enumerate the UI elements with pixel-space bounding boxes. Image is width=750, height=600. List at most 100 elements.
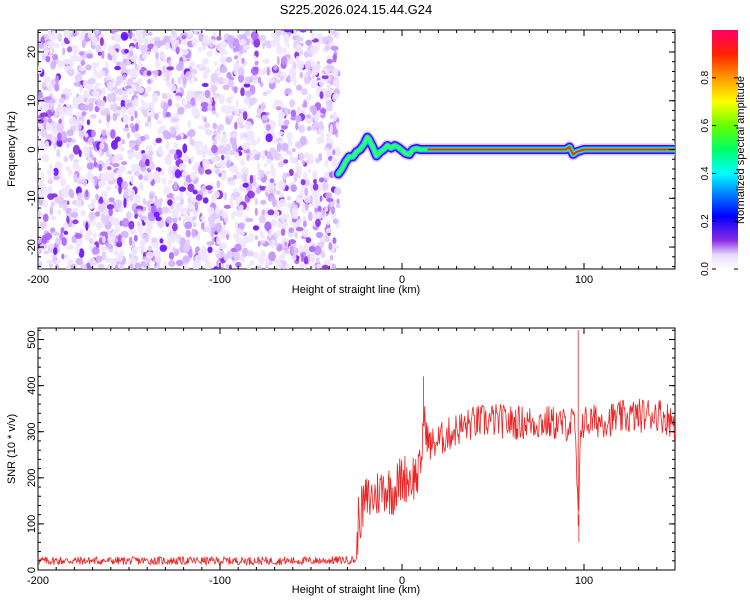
noise-speckle [330, 205, 335, 215]
noise-speckle [258, 76, 262, 84]
noise-speckle [228, 149, 237, 156]
noise-speckle [166, 239, 172, 250]
noise-speckle [42, 213, 49, 222]
noise-speckle [303, 194, 311, 204]
noise-speckle [232, 232, 240, 240]
noise-speckle [227, 79, 234, 88]
noise-speckle [296, 34, 301, 44]
noise-speckle [318, 120, 324, 130]
noise-speckle [210, 221, 215, 228]
noise-speckle [288, 227, 294, 234]
noise-speckle [121, 92, 129, 101]
noise-speckle [128, 220, 135, 230]
noise-speckle [169, 126, 176, 135]
noise-speckle [71, 138, 76, 144]
noise-speckle [80, 59, 86, 66]
noise-speckle [248, 237, 253, 243]
noise-speckle [127, 170, 133, 175]
noise-speckle [234, 169, 239, 175]
noise-speckle [207, 149, 212, 156]
noise-speckle [333, 187, 342, 196]
noise-speckle [139, 239, 146, 247]
noise-speckle [162, 65, 166, 75]
noise-speckle [108, 207, 113, 217]
noise-speckle [217, 94, 225, 103]
noise-speckle [117, 141, 122, 149]
signal-track [332, 131, 675, 180]
noise-speckle [190, 68, 198, 75]
noise-speckle [192, 189, 198, 195]
noise-speckle [262, 91, 268, 97]
noise-speckle [313, 178, 317, 184]
noise-speckle [168, 260, 176, 267]
noise-speckle [114, 84, 118, 92]
noise-speckle [149, 37, 156, 44]
noise-speckle [149, 193, 154, 200]
spectrogram-y-tick-label-1: -10 [26, 190, 38, 206]
noise-speckle [98, 119, 102, 124]
noise-speckle [201, 185, 207, 192]
noise-speckle [237, 67, 245, 76]
noise-speckle [215, 222, 223, 233]
noise-speckle [241, 62, 245, 69]
noise-speckle [171, 30, 175, 35]
noise-speckle [117, 234, 122, 244]
noise-speckle [189, 79, 194, 85]
noise-speckle [324, 158, 329, 168]
noise-speckle [168, 252, 175, 260]
noise-speckle [229, 198, 234, 208]
noise-speckle [239, 131, 245, 141]
noise-speckle [122, 217, 129, 228]
noise-speckle [221, 211, 228, 219]
noise-speckle [98, 163, 103, 172]
noise-speckle [120, 106, 127, 115]
noise-speckle [243, 83, 251, 88]
noise-speckle [276, 56, 280, 65]
noise-speckle [211, 236, 215, 244]
noise-speckle [99, 142, 105, 150]
noise-speckle [181, 97, 186, 106]
noise-speckle [315, 231, 324, 239]
noise-speckle [317, 205, 322, 213]
noise-speckle [233, 86, 238, 94]
noise-speckle [309, 254, 317, 262]
noise-speckle [95, 193, 100, 200]
noise-speckle [297, 219, 303, 224]
noise-speckle [132, 151, 139, 158]
noise-speckle [38, 65, 43, 75]
noise-speckle [94, 82, 102, 87]
noise-speckle [258, 255, 265, 265]
spectrogram-x-tick-label-1: -100 [209, 274, 231, 286]
noise-speckle [55, 236, 59, 245]
noise-speckle [78, 149, 82, 158]
noise-speckle [95, 44, 102, 54]
noise-speckle [305, 39, 313, 46]
colorbar-gradient [712, 30, 738, 269]
noise-speckle [249, 260, 255, 266]
noise-speckle [105, 185, 112, 191]
noise-speckle [62, 58, 70, 65]
noise-speckle [192, 207, 196, 216]
noise-speckle [59, 177, 66, 187]
noise-speckle [315, 218, 321, 227]
noise-speckle [39, 180, 45, 190]
noise-speckle [93, 175, 98, 186]
noise-speckle [151, 92, 158, 98]
noise-speckle [45, 55, 51, 63]
noise-speckle [284, 88, 292, 95]
noise-speckle [48, 83, 53, 92]
noise-speckle [88, 169, 92, 177]
noise-speckle [335, 121, 340, 130]
noise-speckle [311, 30, 315, 41]
noise-speckle [66, 244, 74, 251]
noise-speckle [218, 123, 224, 132]
noise-speckle [242, 182, 249, 188]
noise-speckle [181, 170, 188, 177]
noise-speckle [121, 180, 128, 190]
noise-speckle [254, 60, 259, 65]
noise-speckle [212, 86, 216, 97]
noise-speckle [63, 156, 69, 163]
noise-speckle [123, 197, 127, 208]
noise-speckle [296, 141, 302, 149]
noise-speckle [176, 63, 183, 72]
